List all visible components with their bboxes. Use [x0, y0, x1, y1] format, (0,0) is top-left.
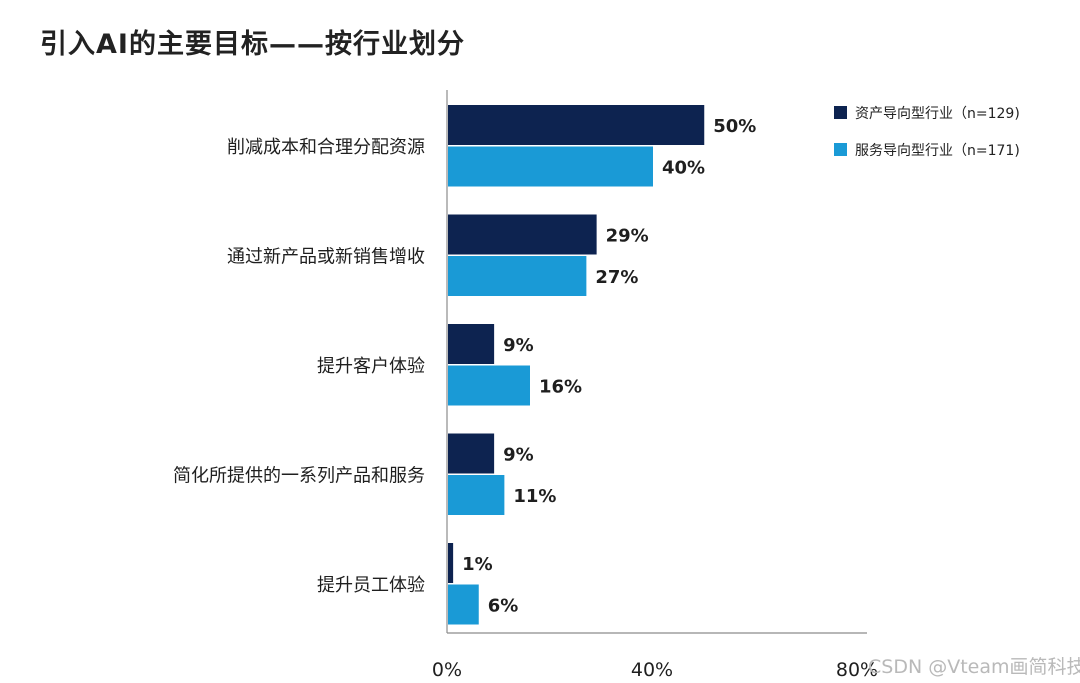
bar	[448, 365, 530, 406]
category-label: 提升客户体验	[317, 356, 425, 377]
value-label: 9%	[503, 335, 534, 356]
legend-swatch	[834, 106, 847, 119]
value-label: 29%	[606, 226, 649, 247]
legend-label: 资产导向型行业（n=129)	[855, 106, 1020, 122]
bar	[448, 214, 597, 255]
category-label: 削减成本和合理分配资源	[227, 137, 425, 158]
legend-label: 服务导向型行业（n=171)	[855, 143, 1020, 159]
legend-swatch	[834, 143, 847, 156]
bar	[448, 256, 587, 296]
bar	[448, 584, 479, 625]
value-label: 16%	[539, 377, 582, 398]
bar	[448, 324, 495, 364]
bar	[448, 146, 653, 187]
category-label: 通过新产品或新销售增收	[227, 247, 425, 268]
category-label: 简化所提供的一系列产品和服务	[173, 466, 425, 487]
bar	[448, 433, 495, 474]
bar	[448, 475, 505, 515]
x-tick-label: 0%	[432, 659, 462, 681]
x-tick-label: 40%	[631, 659, 673, 681]
chart-title: 引入AI的主要目标——按行业划分	[40, 29, 465, 60]
bar	[448, 105, 705, 145]
value-label: 50%	[713, 116, 756, 137]
value-label: 27%	[595, 267, 638, 288]
bar	[448, 543, 454, 583]
value-label: 1%	[462, 554, 493, 575]
value-label: 6%	[488, 596, 519, 617]
category-label: 提升员工体验	[317, 575, 425, 596]
x-tick-label: 80%	[836, 659, 878, 681]
value-label: 9%	[503, 445, 534, 466]
watermark: CSDN @Vteam画简科技	[868, 656, 1080, 678]
value-label: 11%	[513, 486, 556, 507]
value-label: 40%	[662, 158, 705, 179]
